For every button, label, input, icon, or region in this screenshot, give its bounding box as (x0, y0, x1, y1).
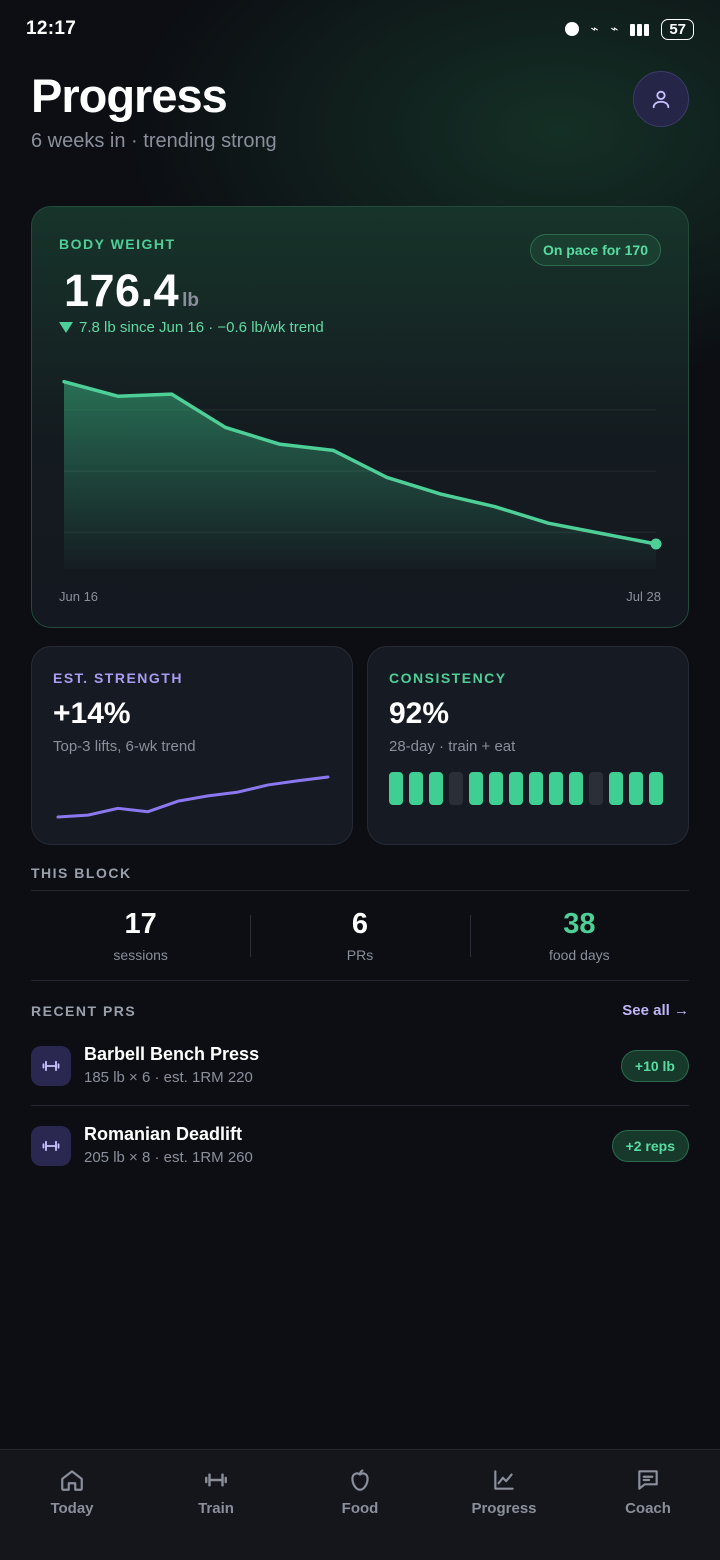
weight-delta: 7.8 lb since Jun 16 · −0.6 lb/wk trend (59, 319, 324, 336)
home-icon (61, 1470, 83, 1491)
apple-icon (351, 1469, 369, 1491)
body-weight-card[interactable]: BODY WEIGHT On pace for 170 176.4 lb 7.8… (31, 206, 689, 628)
consistency-day-off (449, 772, 463, 805)
stat-caption: PRs (346, 947, 374, 963)
consistency-card[interactable]: CONSISTENCY 92% 28-day · train + eat (367, 646, 689, 845)
weight-delta-text: 7.8 lb since Jun 16 · −0.6 lb/wk trend (79, 319, 324, 336)
weight-area (64, 381, 656, 569)
chart-icon (494, 1470, 514, 1490)
nav-item-today[interactable]: Today (0, 1450, 144, 1560)
status-time: 12:17 (26, 18, 77, 39)
weight-chart (62, 379, 662, 569)
consistency-day-on (389, 772, 403, 805)
nav-label: Coach (625, 1500, 671, 1517)
x-axis-start-label: Jun 16 (59, 589, 99, 604)
weight-line (62, 379, 658, 546)
consistency-day-on (529, 772, 543, 805)
consistency-day-on (609, 772, 623, 805)
stat-sessions: 17 sessions (31, 891, 250, 980)
weight-unit: lb (182, 290, 200, 311)
bottom-nav: Today Train Food Progress Coach (0, 1449, 720, 1560)
consistency-day-on (489, 772, 503, 805)
consistency-day-on (429, 772, 443, 805)
signal-icon (630, 23, 650, 36)
consistency-day-on (409, 772, 423, 805)
stat-prs: 6 PRs (250, 891, 469, 980)
body-weight-label: BODY WEIGHT (59, 236, 176, 252)
stat-value: 17 (124, 908, 157, 940)
pace-badge: On pace for 170 (529, 234, 661, 266)
latest-weight-point (650, 538, 662, 550)
nav-item-coach[interactable]: Coach (576, 1450, 720, 1560)
block-stats: 17 sessions 6 PRs 38 food days (31, 890, 689, 981)
x-axis-end-label: Jul 28 (626, 589, 661, 604)
consistency-label: CONSISTENCY (389, 670, 507, 686)
consistency-day-on (569, 772, 583, 805)
dumbbell-icon (31, 1126, 71, 1166)
link-icon: ⌁ (610, 21, 619, 36)
link-icon: ⌁ (590, 21, 599, 36)
nav-item-food[interactable]: Food (288, 1450, 432, 1560)
consistency-bars (389, 772, 663, 805)
strength-value: +14% (53, 697, 131, 730)
stat-value: 6 (351, 908, 369, 940)
consistency-subtitle: 28-day · train + eat (389, 738, 516, 755)
dumbbell-icon (205, 1473, 227, 1487)
this-block-label: THIS BLOCK (31, 865, 132, 881)
pr-exercise-name: Romanian Deadlift (84, 1124, 243, 1144)
strength-label: EST. STRENGTH (53, 670, 183, 686)
user-icon (652, 90, 670, 109)
strength-card[interactable]: EST. STRENGTH +14% Top-3 lifts, 6-wk tre… (31, 646, 353, 845)
pr-detail: 205 lb × 8 · est. 1RM 260 (84, 1149, 253, 1166)
status-icons: ⌁ ⌁ 57 (564, 18, 694, 40)
nav-label: Food (341, 1500, 379, 1517)
nav-label: Progress (471, 1500, 537, 1517)
pr-row[interactable]: Romanian Deadlift 205 lb × 8 · est. 1RM … (31, 1106, 689, 1186)
consistency-day-on (649, 772, 663, 805)
stat-caption: food days (548, 947, 610, 963)
stat-caption: sessions (113, 947, 168, 963)
notification-dot-icon (564, 22, 579, 36)
weight-number: 176.4 (64, 265, 180, 316)
nav-item-train[interactable]: Train (144, 1450, 288, 1560)
pr-badge: +10 lb (620, 1050, 689, 1082)
stat-value: 38 (563, 908, 596, 940)
see-all-link[interactable]: See all → (622, 1002, 689, 1019)
consistency-day-on (469, 772, 483, 805)
strength-subtitle: Top-3 lifts, 6-wk trend (53, 738, 196, 755)
consistency-day-on (629, 772, 643, 805)
pr-badge: +2 reps (611, 1130, 689, 1162)
consistency-value: 92% (389, 697, 450, 730)
nav-label: Train (198, 1500, 234, 1517)
stat-food-days: 38 food days (469, 891, 689, 980)
profile-button[interactable] (633, 71, 689, 127)
nav-label: Today (50, 1500, 94, 1517)
page-title: Progress (31, 69, 228, 122)
trend-down-icon (59, 322, 73, 333)
strength-line (56, 775, 330, 819)
consistency-day-on (549, 772, 563, 805)
page-subtitle: 6 weeks in · trending strong (31, 130, 277, 152)
page-header: Progress 6 weeks in · trending strong (31, 70, 277, 153)
dumbbell-icon (31, 1046, 71, 1086)
nav-item-progress[interactable]: Progress (432, 1450, 576, 1560)
weight-value: 176.4 lb (64, 265, 199, 317)
chat-icon (638, 1470, 658, 1490)
status-bar: 12:17 ⌁ ⌁ 57 (0, 0, 720, 58)
pr-row[interactable]: Barbell Bench Press 185 lb × 6 · est. 1R… (31, 1026, 689, 1106)
consistency-day-on (509, 772, 523, 805)
strength-chart (56, 775, 330, 819)
pr-detail: 185 lb × 6 · est. 1RM 220 (84, 1069, 253, 1086)
battery-icon: 57 (661, 18, 694, 40)
recent-prs-label: RECENT PRS (31, 1003, 137, 1019)
pr-exercise-name: Barbell Bench Press (84, 1044, 260, 1064)
consistency-day-off (589, 772, 603, 805)
